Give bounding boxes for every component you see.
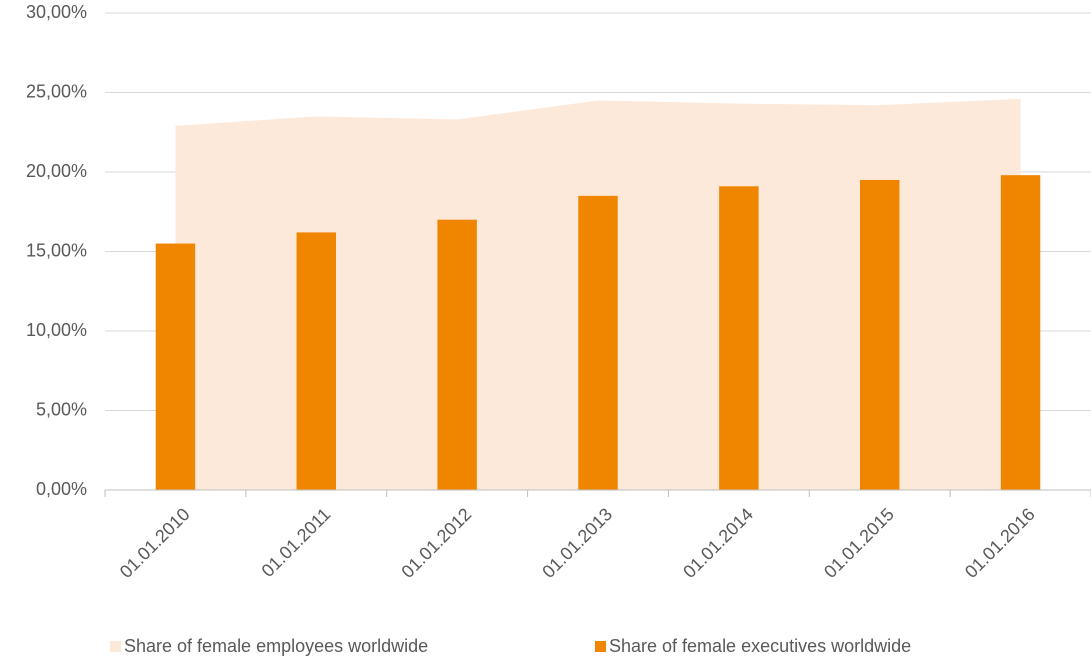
y-tick-label: 10,00% [26, 320, 87, 340]
legend-label: Share of female executives worldwide [609, 636, 911, 656]
y-tick-label: 25,00% [26, 81, 87, 101]
y-tick-label: 30,00% [26, 2, 87, 22]
bar [437, 219, 477, 490]
legend-swatch [595, 641, 606, 652]
x-tick-label: 01.01.2014 [679, 504, 757, 582]
x-tick-label: 01.01.2011 [258, 504, 335, 581]
x-tick-label: 01.01.2013 [538, 504, 616, 582]
legend-swatch [110, 641, 121, 652]
bar [859, 179, 900, 490]
y-tick-label: 15,00% [26, 240, 87, 260]
x-tick-label: 01.01.2010 [116, 504, 194, 582]
bar [296, 232, 337, 491]
bar [155, 243, 196, 490]
legend-label: Share of female employees worldwide [124, 636, 428, 656]
x-tick-label: 01.01.2016 [961, 504, 1039, 582]
y-tick-label: 0,00% [36, 479, 87, 499]
bar [578, 195, 618, 490]
y-tick-label: 20,00% [26, 161, 87, 181]
bar [1000, 175, 1041, 490]
y-tick-label: 5,00% [36, 399, 87, 419]
x-tick-label: 01.01.2012 [397, 504, 475, 582]
x-tick-label: 01.01.2015 [820, 504, 898, 582]
bar [719, 186, 759, 490]
